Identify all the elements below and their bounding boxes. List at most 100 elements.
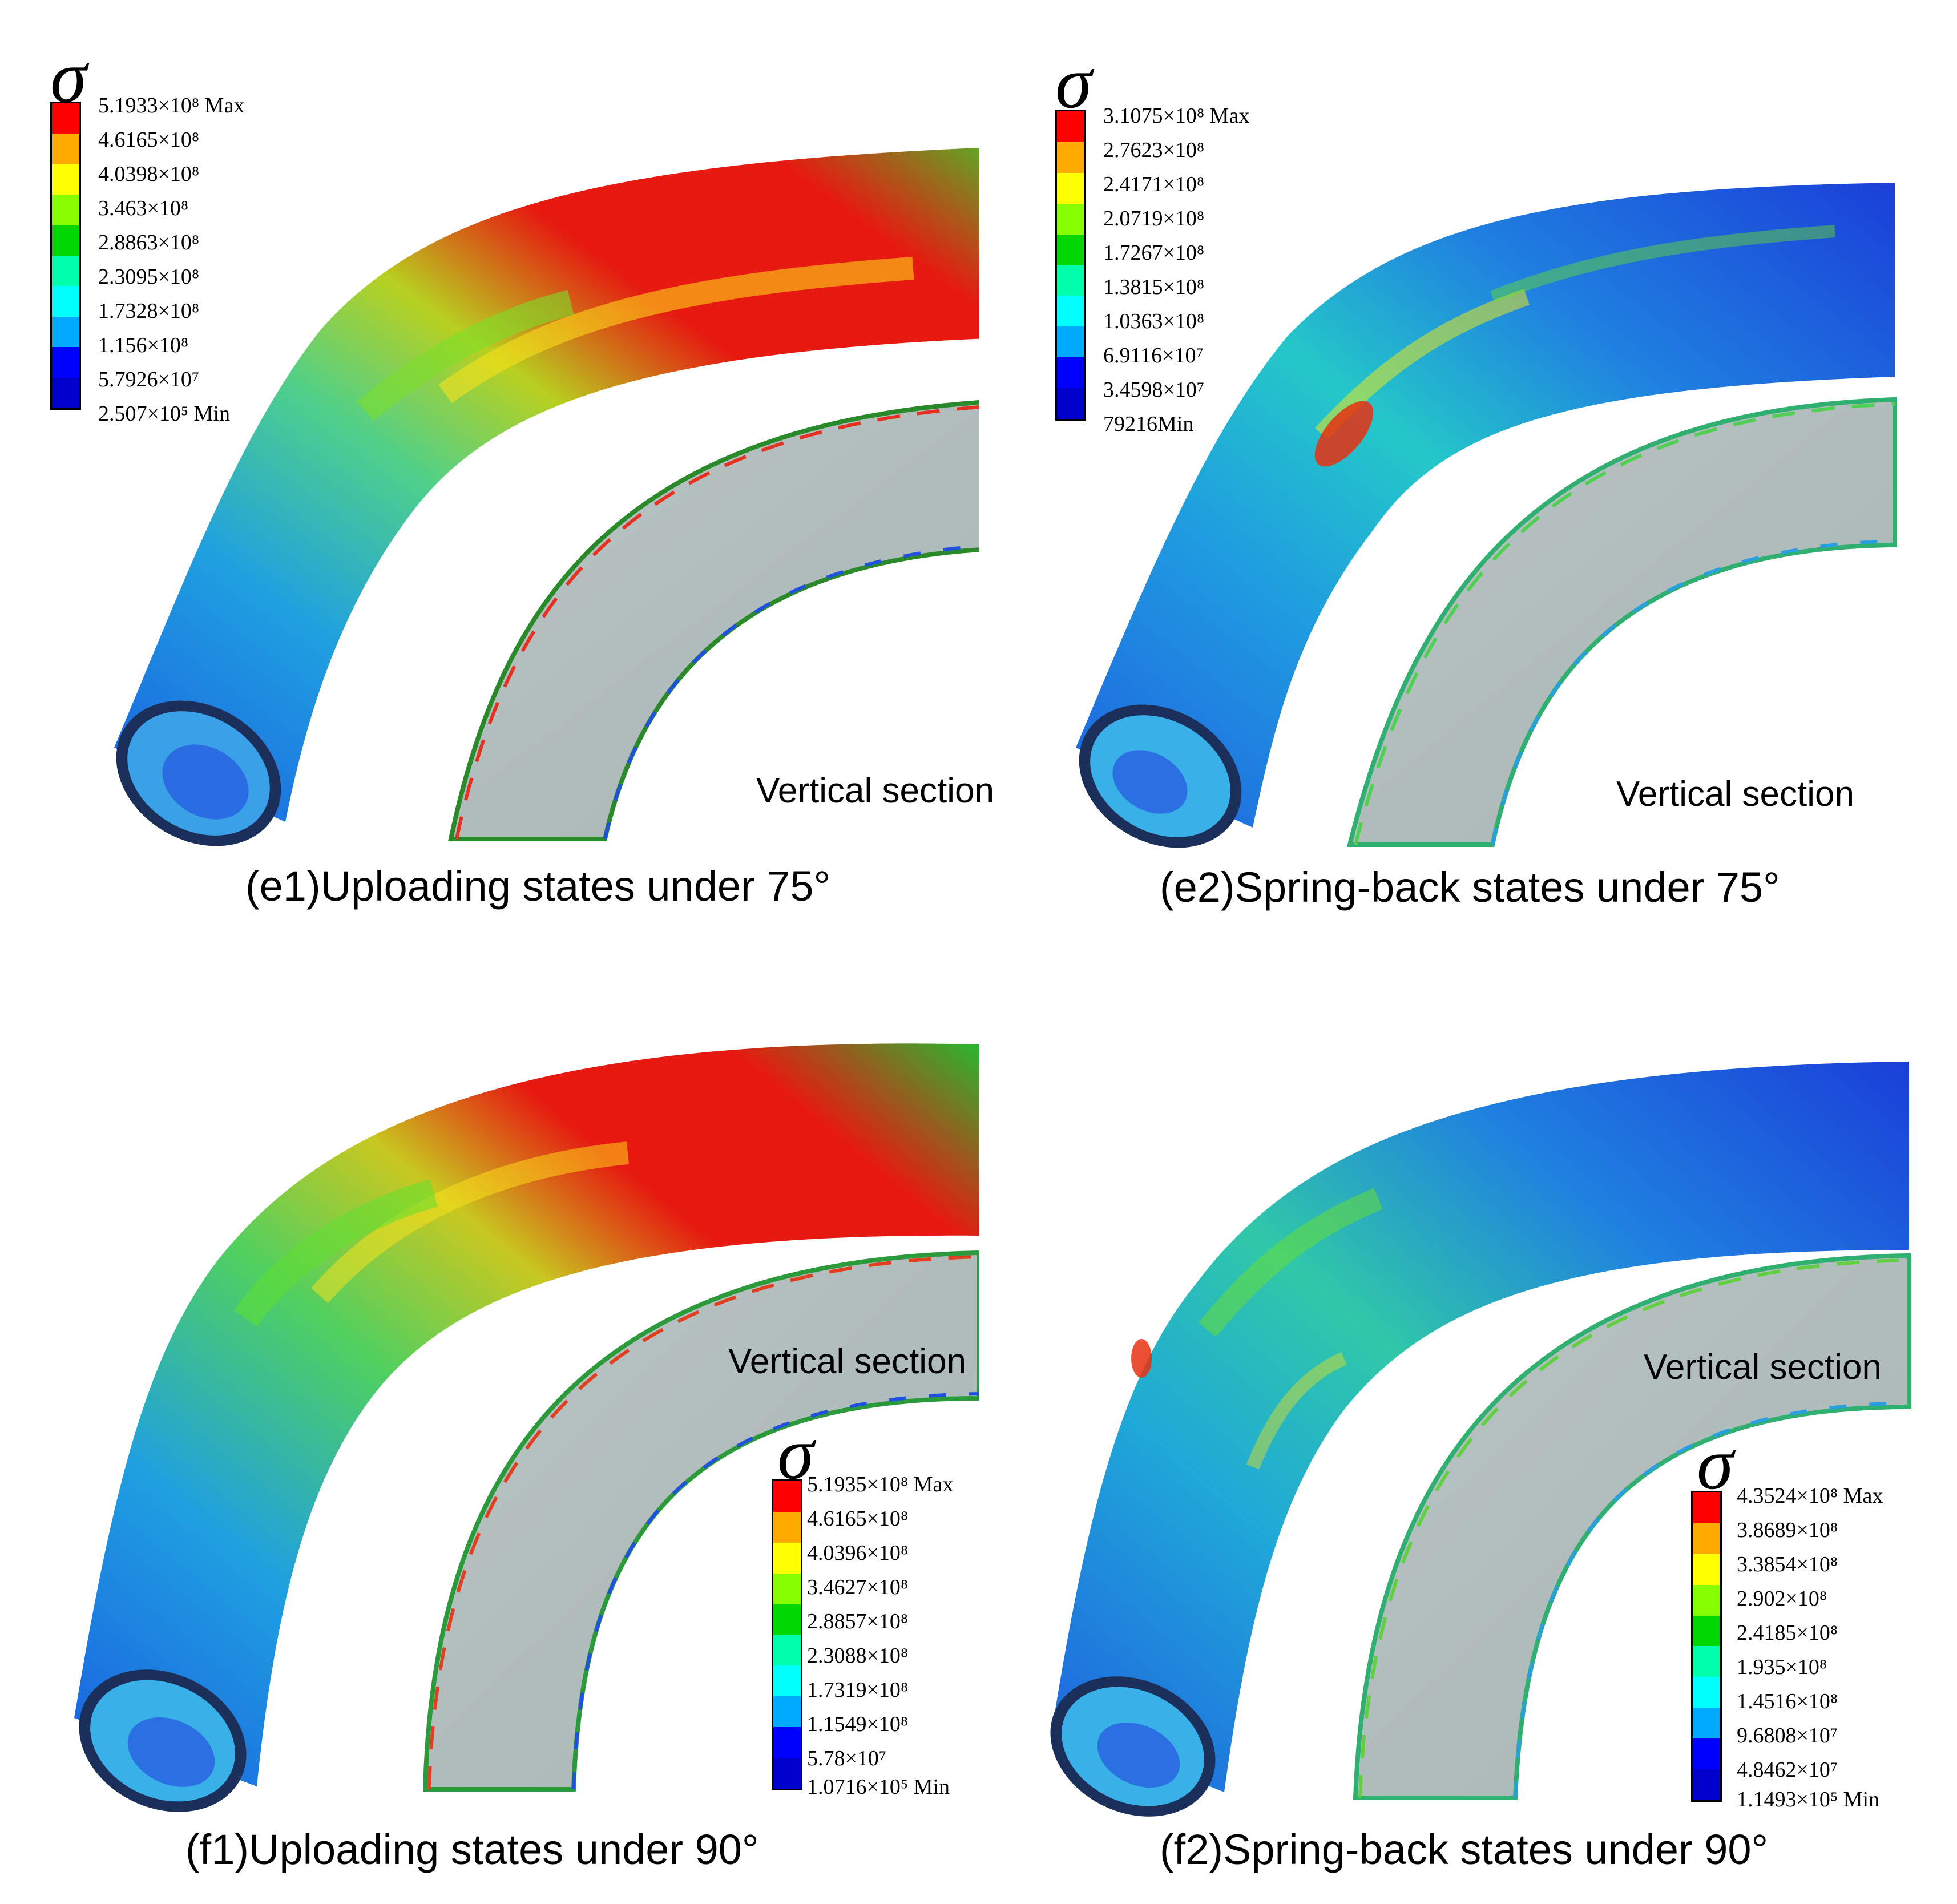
legend-label: 1.7267×10⁸ [1103, 241, 1205, 265]
color-band [52, 347, 79, 378]
sigma-symbol: σ [1697, 1423, 1734, 1505]
color-band [1693, 1646, 1720, 1677]
color-band [1693, 1615, 1720, 1647]
legend-label: 6.9116×10⁷ [1103, 344, 1204, 368]
color-band [773, 1542, 801, 1574]
color-band [1693, 1554, 1720, 1585]
legend-label: 1.0363×10⁸ [1103, 309, 1205, 333]
legend-label: 4.0398×10⁸ [98, 162, 200, 186]
color-band [1057, 296, 1084, 327]
color-band [773, 1511, 801, 1543]
color-band [773, 1696, 801, 1728]
tube-render-e1 [114, 147, 979, 846]
legend-label: 2.8863×10⁸ [98, 231, 200, 255]
color-band [1057, 265, 1084, 296]
color-band [1693, 1523, 1720, 1554]
color-band [52, 103, 79, 134]
color-band [1057, 142, 1084, 173]
sigma-symbol: σ [777, 1413, 814, 1495]
color-band [52, 134, 79, 164]
legend-label: 4.3524×10⁸ Max [1737, 1484, 1883, 1508]
color-band [52, 164, 79, 195]
panel-f1: Vertical section σ 5.1935×10⁸ Max 4.6165… [0, 965, 979, 1904]
panel-e2: σ 3.1075×10⁸ Max 2.7623×10⁸ 2.4171×10⁸ 2… [979, 0, 1957, 936]
caption-e2: (e2)Spring-back states under 75° [1160, 864, 1780, 911]
legend-label: 4.6165×10⁸ [807, 1507, 909, 1531]
stress-legend-f1: σ 5.1935×10⁸ Max 4.6165×10⁸ 4.0396×10⁸ 3… [772, 1413, 1000, 1798]
legend-label: 4.6165×10⁸ [98, 128, 200, 152]
legend-label: 1.7328×10⁸ [98, 299, 200, 323]
legend-label: 5.78×10⁷ [807, 1746, 887, 1770]
color-band [52, 225, 79, 256]
legend-label: 2.3088×10⁸ [807, 1644, 909, 1668]
color-band [1057, 388, 1084, 419]
color-bar [772, 1479, 802, 1790]
panel-f2: Vertical section σ 4.3524×10⁸ Max 3.8689… [979, 965, 1957, 1904]
color-bar [1055, 110, 1086, 421]
panel-e1: σ 5.1933×10⁸ Max 4.6165×10⁸ 4.0398×10⁸ 3… [0, 0, 994, 936]
vertical-section-label: Vertical section [756, 771, 994, 810]
tube-render-e2 [1076, 183, 1897, 848]
legend-label: 79216Min [1103, 412, 1194, 436]
color-band [1693, 1708, 1720, 1739]
legend-label: 1.1549×10⁸ [807, 1712, 909, 1736]
color-band [52, 286, 79, 317]
legend-label: 5.1933×10⁸ Max [98, 94, 245, 118]
color-band [1693, 1677, 1720, 1708]
color-band [1057, 326, 1084, 358]
legend-label: 2.902×10⁸ [1737, 1587, 1827, 1611]
legend-label: 2.4171×10⁸ [1103, 172, 1205, 196]
legend-label: 4.8462×10⁷ [1737, 1758, 1838, 1782]
legend-label: 1.935×10⁸ [1737, 1655, 1827, 1679]
stress-legend-f2: σ 4.3524×10⁸ Max 3.8689×10⁸ 3.3854×10⁸ 2… [1691, 1423, 1931, 1810]
color-band [1693, 1584, 1720, 1616]
color-band [1057, 172, 1084, 204]
legend-label: 4.0396×10⁸ [807, 1541, 909, 1565]
vertical-section-label: Vertical section [728, 1342, 966, 1381]
color-band [52, 377, 79, 408]
vertical-section-label: Vertical section [1616, 774, 1854, 814]
legend-label: 2.4185×10⁸ [1737, 1621, 1838, 1645]
vertical-section-label: Vertical section [1644, 1348, 1882, 1387]
legend-label: 3.4627×10⁸ [807, 1575, 909, 1599]
stress-legend-e1: σ 5.1933×10⁸ Max 4.6165×10⁸ 4.0398×10⁸ 3… [50, 40, 290, 425]
legend-label: 1.0716×10⁵ Min [807, 1775, 950, 1799]
color-band [773, 1758, 801, 1789]
color-band [1057, 357, 1084, 389]
legend-label: 2.507×10⁵ Min [98, 402, 231, 426]
legend-label: 1.156×10⁸ [98, 333, 189, 357]
color-band [773, 1604, 801, 1635]
caption-e1: (e1)Uploading states under 75° [245, 862, 831, 910]
legend-label: 1.7319×10⁸ [807, 1678, 909, 1702]
color-band [1057, 203, 1084, 235]
legend-label: 3.463×10⁸ [98, 196, 189, 220]
color-band [52, 255, 79, 287]
tube-render-f1 [74, 1043, 979, 1812]
color-band [1693, 1769, 1720, 1800]
legend-label: 1.3815×10⁸ [1103, 275, 1205, 299]
color-bar [50, 102, 81, 410]
legend-label: 2.8857×10⁸ [807, 1609, 909, 1633]
legend-label: 1.1493×10⁵ Min [1737, 1788, 1880, 1812]
legend-label: 1.4516×10⁸ [1737, 1689, 1838, 1713]
stress-legend-e2: σ 3.1075×10⁸ Max 2.7623×10⁸ 2.4171×10⁸ 2… [1055, 46, 1295, 436]
legend-label: 2.0719×10⁸ [1103, 207, 1205, 231]
caption-f2: (f2)Spring-back states under 90° [1160, 1826, 1769, 1873]
legend-label: 5.1935×10⁸ Max [807, 1473, 954, 1496]
legend-label: 5.7926×10⁷ [98, 368, 200, 392]
legend-label: 3.8689×10⁸ [1737, 1518, 1838, 1542]
legend-label: 3.3854×10⁸ [1737, 1552, 1838, 1576]
tube-render-f2 [1050, 1062, 1911, 1817]
color-band [1057, 111, 1084, 142]
color-band [773, 1635, 801, 1666]
legend-label: 2.7623×10⁸ [1103, 138, 1205, 162]
color-band [773, 1665, 801, 1697]
color-band [1057, 234, 1084, 265]
caption-f1: (f1)Uploading states under 90° [185, 1826, 759, 1873]
legend-label: 3.4598×10⁷ [1103, 378, 1205, 402]
color-bar [1691, 1491, 1722, 1802]
legend-label: 9.6808×10⁷ [1737, 1724, 1838, 1748]
legend-label: 3.1075×10⁸ Max [1103, 104, 1250, 128]
color-band [52, 195, 79, 225]
color-band [1693, 1738, 1720, 1770]
